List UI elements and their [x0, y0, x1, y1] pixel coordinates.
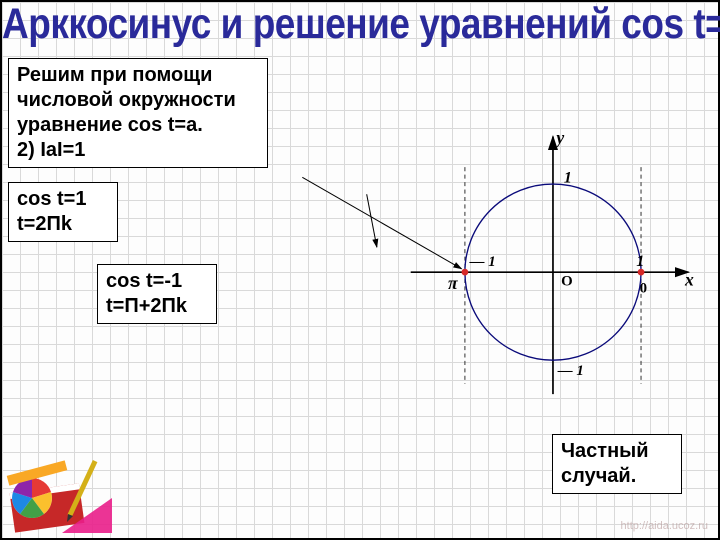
problem-text: Решим при помощи числовой окружности ура…	[8, 58, 268, 168]
svg-text:y: y	[554, 127, 564, 147]
solution-pos1: cos t=1 t=2Пk	[8, 182, 118, 242]
text-line: t=2Пk	[17, 212, 109, 237]
svg-text:0: 0	[640, 280, 647, 296]
svg-text:π: π	[448, 273, 458, 293]
text-line: случай.	[561, 464, 673, 489]
text-line: t=П+2Пk	[106, 294, 208, 319]
unit-circle-diagram: y x О 0 1 — 1 1 — 1 π	[282, 62, 702, 462]
solution-neg1: сos t=-1 t=П+2Пk	[97, 264, 217, 324]
text-line: уравнение cos t=a.	[17, 113, 259, 138]
slide-title: Арккосинус и решение уравнений cos t=a.	[2, 0, 718, 48]
slide-container: Арккосинус и решение уравнений cos t=a. …	[0, 0, 720, 540]
text-line: сos t=-1	[106, 269, 208, 294]
svg-text:О: О	[561, 274, 573, 290]
text-line: 2) IаI=1	[17, 138, 259, 163]
svg-text:— 1: — 1	[557, 363, 584, 379]
svg-text:— 1: — 1	[469, 254, 496, 270]
decorative-stationery	[2, 438, 122, 538]
svg-text:1: 1	[636, 252, 644, 270]
svg-text:1: 1	[564, 169, 572, 187]
text-line: числовой окружности	[17, 88, 259, 113]
text-line: Решим при помощи	[17, 63, 259, 88]
text-line: cos t=1	[17, 187, 109, 212]
watermark: http://aida.ucoz.ru	[621, 520, 708, 532]
svg-text:x: x	[684, 270, 694, 290]
